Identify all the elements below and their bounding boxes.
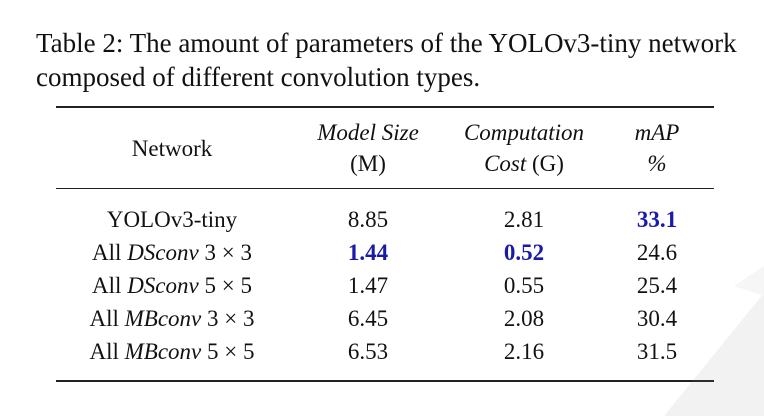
network-prefix: All — [89, 339, 119, 364]
cell-model-size: 6.53 — [347, 339, 389, 364]
network-prefix: All — [92, 273, 122, 298]
header-network: Network — [56, 107, 288, 189]
table-row: All MBconv 3 × 3 6.45 2.08 30.4 — [56, 302, 714, 335]
network-conv-type: MBconv — [124, 339, 202, 364]
network-kernel: 3 × 3 — [204, 240, 252, 265]
network-prefix: All — [92, 240, 122, 265]
cell-map: 24.6 — [636, 240, 678, 265]
network-name: YOLOv3-tiny — [106, 207, 238, 232]
cell-model-size: 6.45 — [347, 306, 389, 331]
cell-map: 30.4 — [636, 306, 678, 331]
cell-map: 31.5 — [636, 339, 678, 364]
cell-computation-cost: 2.08 — [503, 306, 545, 331]
network-kernel: 5 × 5 — [207, 339, 255, 364]
header-model-size: Model Size (M) — [288, 107, 448, 189]
header-computation-label: Computation — [463, 120, 585, 145]
network-conv-type: MBconv — [124, 306, 202, 331]
header-map: mAP % — [600, 107, 714, 189]
watermark-logo-icon — [664, 266, 764, 416]
table-row: YOLOv3-tiny 8.85 2.81 33.1 — [56, 189, 714, 237]
cell-network: All DSconv 5 × 5 — [56, 269, 288, 302]
cell-model-size: 8.85 — [347, 207, 389, 232]
header-computation-cost: Computation Cost (G) — [448, 107, 600, 189]
table-header: Network Model Size (M) Computation Cost … — [56, 107, 714, 189]
cell-computation-cost: 2.81 — [503, 207, 545, 232]
cell-network: All DSconv 3 × 3 — [56, 236, 288, 269]
cell-map-best: 33.1 — [636, 207, 678, 232]
header-map-unit: % — [647, 151, 667, 176]
network-prefix: All — [89, 306, 119, 331]
results-table-container: Network Model Size (M) Computation Cost … — [56, 106, 714, 382]
header-computation-cost-unit: (G) — [532, 151, 564, 176]
header-map-label: mAP — [634, 120, 680, 145]
table-caption: Table 2: The amount of parameters of the… — [36, 28, 737, 92]
header-network-label: Network — [131, 135, 213, 161]
cell-map: 25.4 — [636, 273, 678, 298]
cell-network: All MBconv 3 × 3 — [56, 302, 288, 335]
cell-computation-cost: 0.55 — [503, 273, 545, 298]
cell-computation-cost: 2.16 — [503, 339, 545, 364]
cell-model-size: 1.47 — [347, 273, 389, 298]
results-table: Network Model Size (M) Computation Cost … — [56, 106, 714, 382]
network-kernel: 3 × 3 — [207, 306, 255, 331]
header-row: Network Model Size (M) Computation Cost … — [56, 107, 714, 189]
network-conv-type: DSconv — [127, 273, 199, 298]
cell-network: YOLOv3-tiny — [56, 189, 288, 237]
header-model-size-unit: (M) — [350, 151, 386, 176]
cell-network: All MBconv 5 × 5 — [56, 335, 288, 381]
header-cost-label: Cost — [484, 151, 527, 176]
cell-model-size-best: 1.44 — [347, 240, 389, 265]
network-kernel: 5 × 5 — [204, 273, 252, 298]
table-body: YOLOv3-tiny 8.85 2.81 33.1 All DSconv 3 … — [56, 189, 714, 381]
header-model-size-label: Model Size — [317, 120, 419, 145]
table-row: All MBconv 5 × 5 6.53 2.16 31.5 — [56, 335, 714, 381]
cell-computation-cost-best: 0.52 — [503, 240, 545, 265]
table-row: All DSconv 5 × 5 1.47 0.55 25.4 — [56, 269, 714, 302]
network-conv-type: DSconv — [127, 240, 199, 265]
table-row: All DSconv 3 × 3 1.44 0.52 24.6 — [56, 236, 714, 269]
